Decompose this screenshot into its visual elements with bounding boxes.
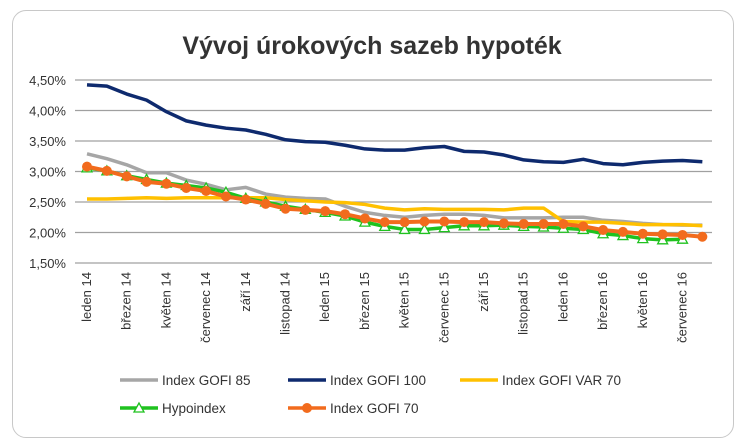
data-point bbox=[518, 218, 529, 229]
x-tick-label: listopad 14 bbox=[278, 272, 293, 335]
legend-marker-triangle bbox=[132, 401, 146, 413]
series-index-gofi-70 bbox=[82, 161, 708, 242]
data-point bbox=[320, 206, 331, 217]
y-tick-label: 4,50% bbox=[29, 73, 66, 88]
data-point bbox=[438, 221, 451, 233]
x-tick-label: září 15 bbox=[476, 272, 491, 312]
data-point bbox=[161, 178, 172, 189]
data-point bbox=[538, 218, 549, 229]
data-point bbox=[201, 186, 212, 197]
series-line bbox=[86, 152, 703, 227]
series-lines bbox=[80, 83, 708, 245]
data-point bbox=[479, 217, 489, 228]
x-tick-label: květen 15 bbox=[397, 272, 412, 328]
data-point bbox=[340, 209, 351, 220]
y-tick-label: 3,50% bbox=[29, 134, 66, 149]
legend-marker-circle bbox=[302, 403, 312, 413]
data-point bbox=[121, 171, 132, 182]
data-point bbox=[220, 191, 231, 202]
data-point bbox=[280, 203, 291, 214]
legend-item: Index GOFI VAR 70 bbox=[460, 373, 621, 388]
y-tick-label: 2,50% bbox=[29, 195, 66, 210]
x-tick-label: červenec 14 bbox=[198, 272, 213, 343]
x-tick-label: leden 16 bbox=[555, 272, 570, 322]
legend-label: Hypoindex bbox=[162, 401, 226, 416]
y-tick-label: 4,00% bbox=[29, 104, 66, 119]
y-tick-label: 3,00% bbox=[29, 165, 66, 180]
data-point bbox=[419, 216, 430, 227]
x-tick-label: červenec 15 bbox=[436, 272, 451, 343]
legend-label: Index GOFI VAR 70 bbox=[502, 373, 621, 388]
data-point bbox=[82, 161, 92, 172]
y-tick-label: 2,00% bbox=[29, 226, 66, 241]
x-tick-label: březen 14 bbox=[119, 272, 134, 330]
x-axis: leden 14 březen 14 květen 14 červenec 14 zář… bbox=[79, 272, 690, 343]
series-index-gofi-100 bbox=[86, 83, 703, 167]
data-point bbox=[498, 218, 509, 229]
x-tick-label: leden 14 bbox=[79, 272, 94, 322]
legend-item: Index GOFI 100 bbox=[288, 373, 426, 388]
legend-label: Index GOFI 85 bbox=[162, 373, 251, 388]
data-point bbox=[181, 182, 192, 193]
legend: Index GOFI 85 Index GOFI 100 Index GOFI VA… bbox=[120, 373, 621, 416]
data-point bbox=[141, 176, 152, 187]
x-tick-label: leden 15 bbox=[317, 272, 332, 322]
y-axis: 1,50% 2,00% 2,50% 3,00% 3,50% 4,00% 4,50% bbox=[29, 73, 66, 271]
data-point bbox=[359, 213, 370, 224]
data-point bbox=[399, 217, 410, 228]
legend-label: Index GOFI 100 bbox=[330, 373, 426, 388]
legend-item: Hypoindex bbox=[120, 401, 226, 416]
legend-item: Index GOFI 85 bbox=[120, 373, 251, 388]
legend-label: Index GOFI 70 bbox=[330, 401, 419, 416]
data-point bbox=[558, 218, 569, 229]
data-point bbox=[637, 228, 648, 239]
series-line bbox=[86, 83, 703, 167]
x-tick-label: listopad 15 bbox=[516, 272, 531, 335]
data-point bbox=[240, 194, 251, 205]
data-point bbox=[300, 204, 311, 215]
data-point bbox=[697, 231, 708, 242]
data-point bbox=[398, 223, 411, 235]
data-point bbox=[439, 216, 450, 227]
data-point bbox=[379, 217, 390, 228]
data-point bbox=[418, 223, 431, 235]
x-tick-label: červenec 16 bbox=[675, 272, 690, 343]
series-line bbox=[87, 195, 703, 228]
series-index-gofi-var-70 bbox=[87, 195, 703, 228]
data-point bbox=[598, 225, 609, 236]
series-index-gofi-85 bbox=[86, 152, 703, 227]
chart-title: Vývoj úrokových sazeb hypoték bbox=[182, 32, 561, 60]
x-tick-label: září 14 bbox=[238, 272, 253, 312]
x-tick-label: březen 16 bbox=[595, 272, 610, 330]
data-point bbox=[101, 165, 112, 176]
data-point bbox=[578, 221, 589, 232]
y-tick-label: 1,50% bbox=[29, 256, 66, 271]
data-point bbox=[677, 229, 688, 240]
x-tick-label: květen 14 bbox=[158, 272, 173, 328]
data-point bbox=[657, 229, 668, 240]
data-point bbox=[260, 198, 271, 209]
legend-item: Index GOFI 70 bbox=[288, 401, 419, 416]
data-point bbox=[617, 226, 628, 237]
x-tick-label: březen 15 bbox=[357, 272, 372, 330]
data-point bbox=[459, 217, 470, 228]
x-tick-label: květen 16 bbox=[635, 272, 650, 328]
